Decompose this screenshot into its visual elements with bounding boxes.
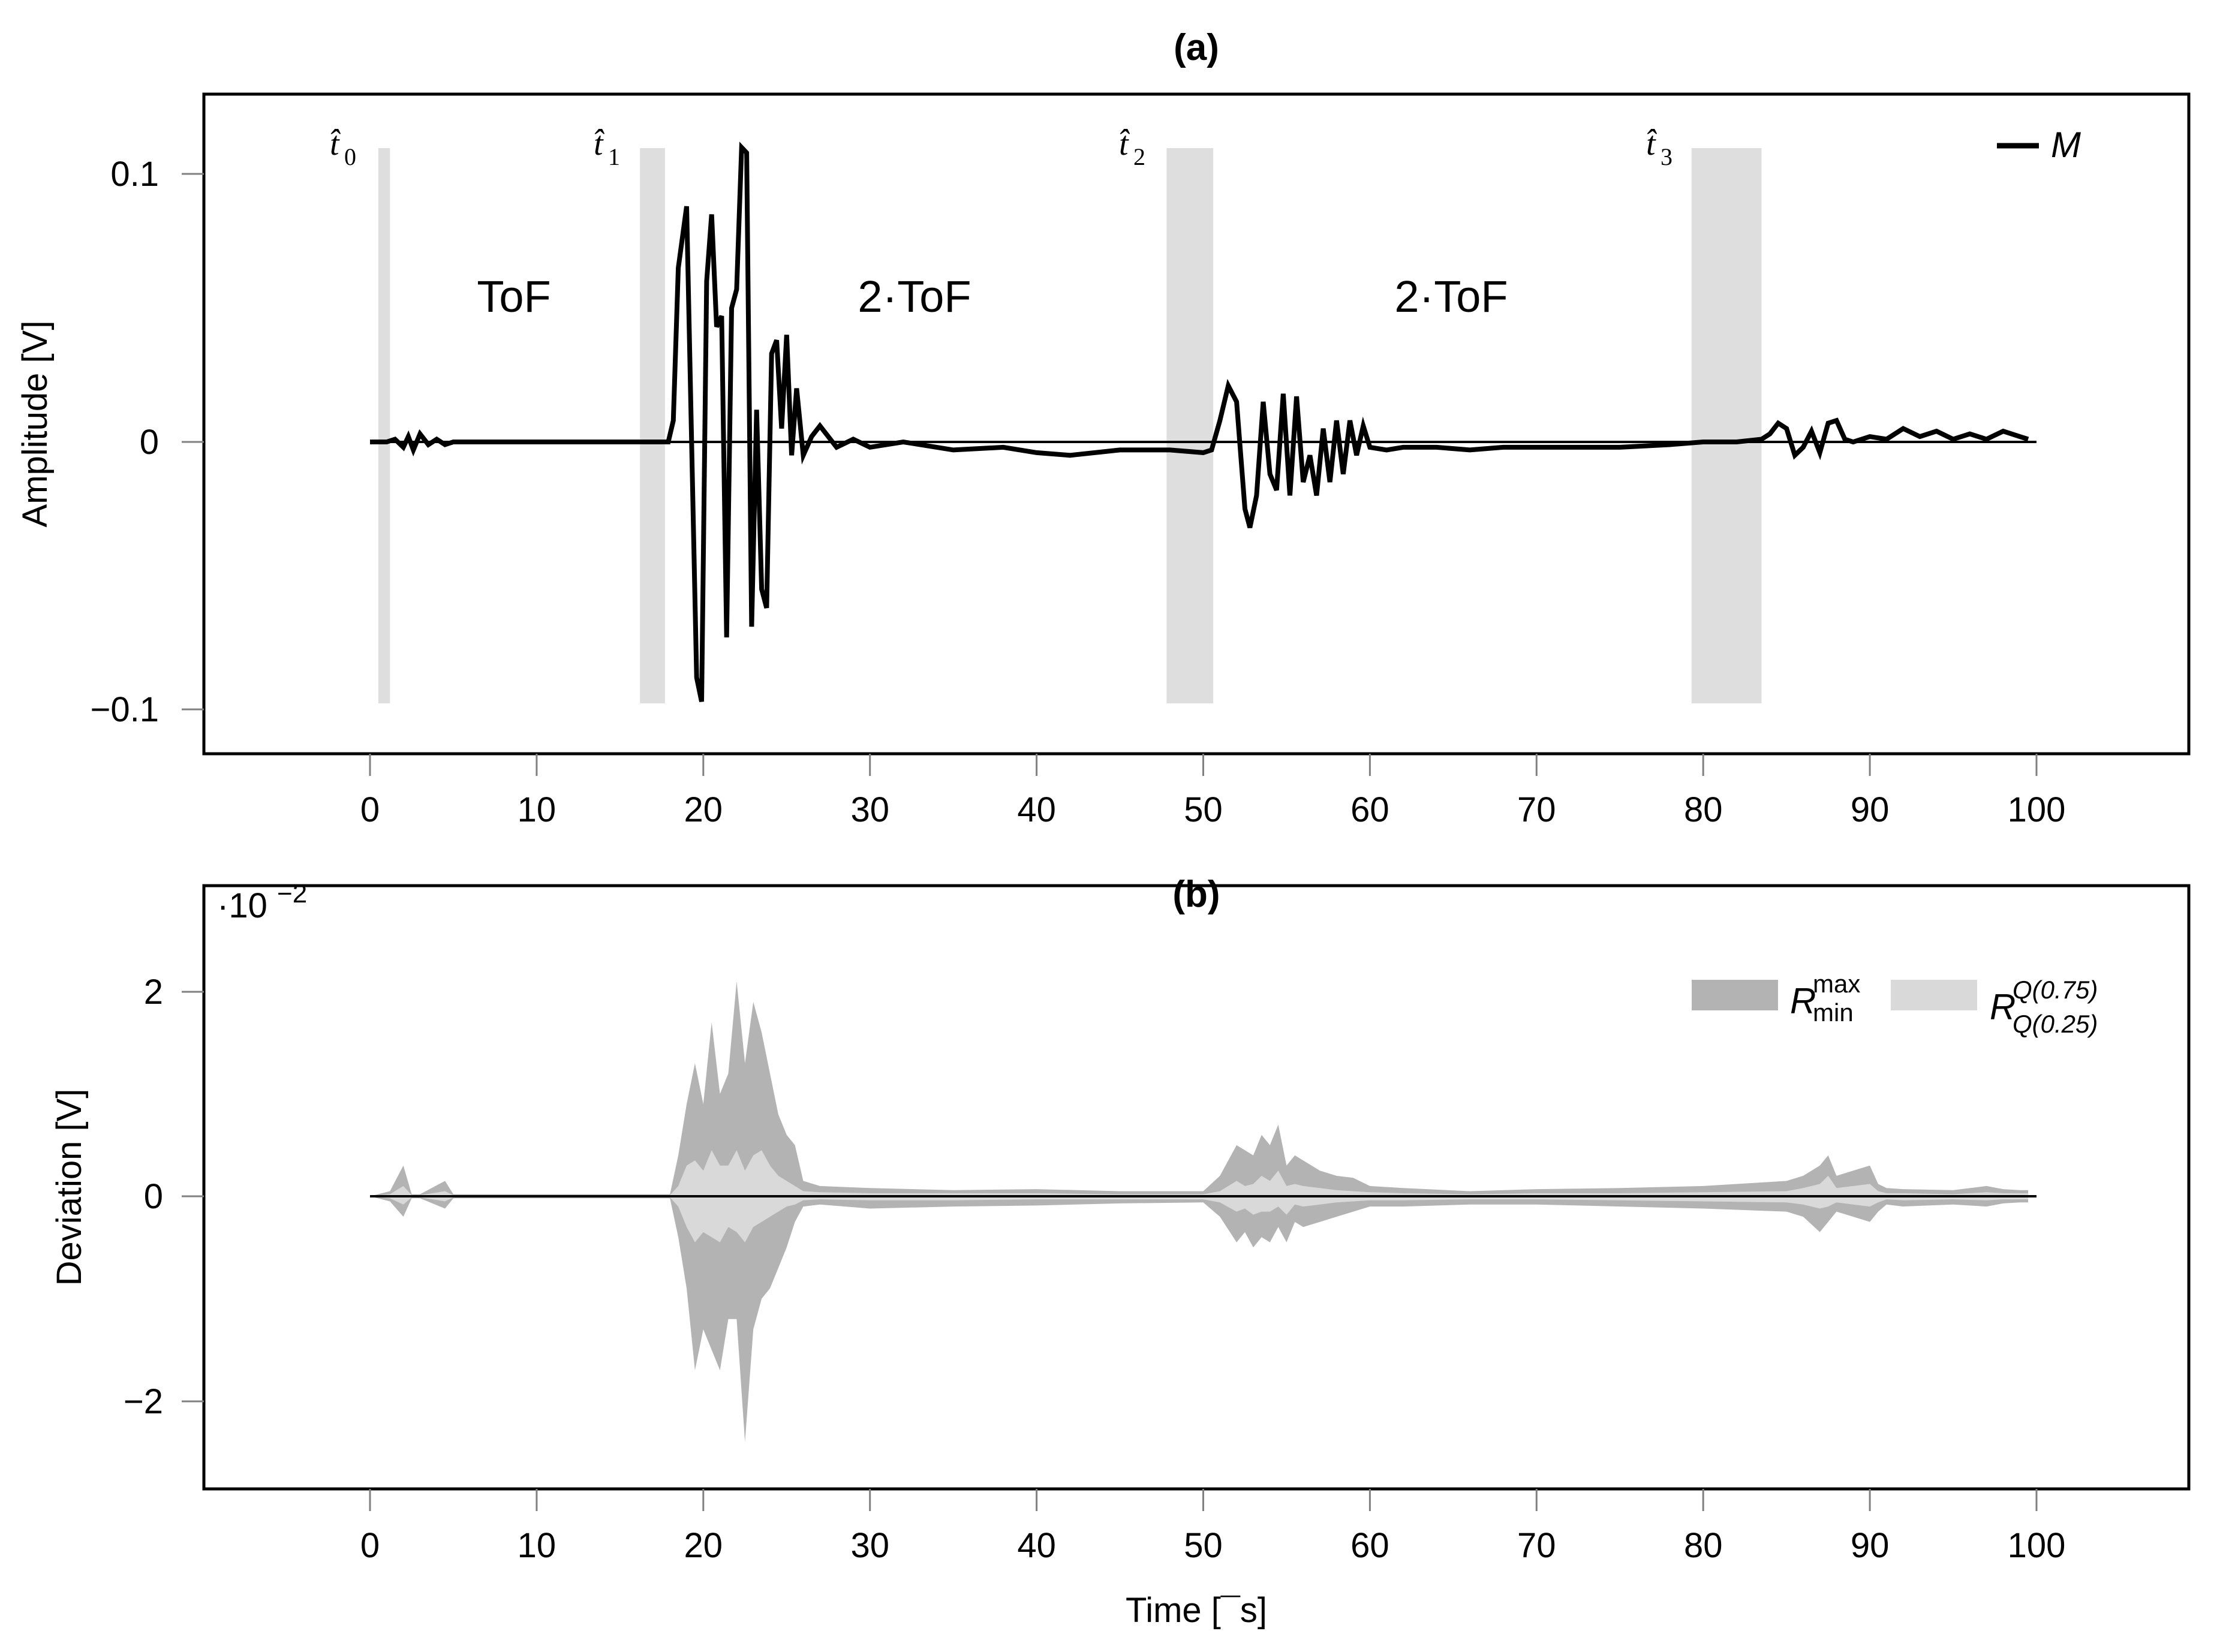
xtick-label: 20 (684, 1526, 723, 1565)
region-label-2tof-1: 2·ToF (858, 272, 971, 321)
svg-text:min: min (1813, 998, 1854, 1027)
svg-text:t̂: t̂ (594, 125, 604, 163)
xtick-label: 70 (1517, 790, 1556, 829)
panel-a: (a) 0.1 0 −0.1 Amplitude [V] 0 10 20 30 40 50… (16, 27, 2191, 829)
panel-b-xticks: 0 10 20 30 40 50 60 70 80 90 100 (360, 1489, 2066, 1565)
svg-text:max: max (1813, 970, 1860, 998)
xtick-label: 10 (518, 790, 556, 829)
ytick-label: −2 (124, 1382, 163, 1421)
marker-label-t3: t̂ 3 (1646, 125, 1672, 170)
svg-text:t̂: t̂ (330, 125, 341, 163)
svg-text:·10: ·10 (217, 886, 267, 925)
xtick-label: 80 (1684, 1526, 1723, 1565)
xtick-label: 40 (1017, 790, 1056, 829)
panel-b-title: (b) (1172, 874, 1220, 915)
marker-label-t2: t̂ 2 (1119, 125, 1145, 170)
x-axis-label: Time [¯s] (1126, 1591, 1267, 1630)
svg-text:0: 0 (344, 143, 356, 170)
svg-text:2: 2 (1133, 143, 1145, 170)
region-label-tof: ToF (477, 272, 551, 321)
marker-band-t0 (378, 148, 390, 703)
xtick-label: 60 (1350, 1526, 1389, 1565)
svg-text:t̂: t̂ (1646, 125, 1657, 163)
xtick-label: 30 (850, 1526, 889, 1565)
panel-b-frame (202, 884, 2191, 1491)
panel-a-frame (202, 92, 2191, 756)
svg-text:t̂: t̂ (1119, 125, 1130, 163)
marker-label-t1: t̂ 1 (594, 125, 620, 170)
svg-text:Q(0.25): Q(0.25) (2013, 1010, 2098, 1038)
xtick-label: 50 (1184, 790, 1223, 829)
region-label-2tof-2: 2·ToF (1394, 272, 1508, 321)
xtick-label: 20 (684, 790, 723, 829)
marker-band-t1 (640, 148, 665, 703)
ytick-label: 0 (140, 423, 159, 462)
ytick-label: 0.1 (110, 155, 159, 194)
svg-text:Q(0.75): Q(0.75) (2013, 976, 2098, 1004)
ytick-label: 2 (144, 973, 163, 1012)
marker-bands (378, 148, 1762, 703)
xtick-label: 90 (1851, 1526, 1890, 1565)
svg-text:−2: −2 (277, 879, 307, 908)
xtick-label: 0 (360, 1526, 380, 1565)
marker-band-t3 (1691, 148, 1762, 703)
ytick-label: −0.1 (91, 690, 160, 729)
xtick-label: 100 (2008, 790, 2066, 829)
xtick-label: 0 (360, 790, 380, 829)
signal-line-m (370, 142, 2029, 702)
svg-text:R: R (1990, 987, 2016, 1027)
range-minmax-area (370, 981, 2029, 1442)
xtick-label: 70 (1517, 1526, 1556, 1565)
marker-band-t2 (1166, 148, 1214, 703)
xtick-label: 10 (518, 1526, 556, 1565)
ytick-label: 0 (144, 1177, 163, 1216)
xtick-label: 40 (1017, 1526, 1056, 1565)
legend-label-m: M (2051, 125, 2081, 165)
panel-b-ylabel: Deviation [V] (50, 1089, 89, 1286)
xtick-label: 80 (1684, 790, 1723, 829)
panel-a-xticks: 0 10 20 30 40 50 60 70 80 90 100 (360, 754, 2066, 829)
legend-swatch-minmax (1692, 980, 1778, 1010)
svg-text:3: 3 (1661, 143, 1672, 170)
scale-factor: ·10 −2 (217, 879, 307, 925)
xtick-label: 60 (1350, 790, 1389, 829)
legend-swatch-quartile (1891, 980, 1977, 1010)
panel-b: (b) ·10 −2 2 0 −2 Deviation [V] 0 10 20 30 4… (50, 874, 2191, 1630)
xtick-label: 50 (1184, 1526, 1223, 1565)
xtick-label: 90 (1851, 790, 1890, 829)
panel-a-title: (a) (1174, 27, 1219, 68)
legend-a: M (1997, 125, 2081, 165)
xtick-label: 100 (2008, 1526, 2066, 1565)
xtick-label: 30 (850, 790, 889, 829)
legend-b: R max min R Q(0.75) Q(0.25) (1692, 970, 2098, 1038)
panel-a-ylabel: Amplitude [V] (16, 321, 55, 528)
marker-label-t0: t̂ 0 (330, 125, 356, 170)
svg-text:1: 1 (608, 143, 620, 170)
svg-text:R: R (1790, 981, 1816, 1021)
